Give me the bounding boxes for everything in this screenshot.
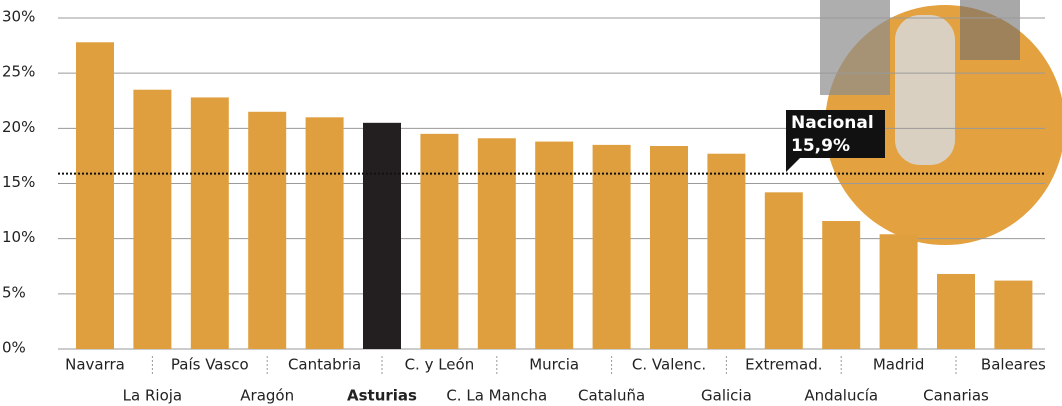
y-tick-label: 0%: [2, 339, 26, 357]
x-tick-label: Aragón: [240, 387, 294, 405]
x-tick-label: Cataluña: [578, 387, 645, 405]
reference-value-label: 15,9%: [791, 136, 850, 156]
bar: [994, 281, 1032, 349]
y-tick-label: 25%: [2, 63, 35, 81]
x-tick-label: Andalucía: [804, 387, 878, 405]
bar: [822, 221, 860, 349]
x-tick-label: País Vasco: [171, 356, 249, 374]
x-tick-label: Murcia: [529, 356, 579, 374]
bar: [707, 154, 745, 349]
y-tick-label: 15%: [2, 173, 35, 191]
x-tick-label: C. Valenc.: [632, 356, 706, 374]
x-tick-label: Madrid: [873, 356, 925, 374]
bar: [420, 134, 458, 349]
bar: [593, 145, 631, 349]
bar: [363, 123, 401, 349]
x-tick-label: Extremad.: [745, 356, 822, 374]
y-tick-label: 10%: [2, 228, 35, 246]
x-tick-label: C. La Mancha: [446, 387, 547, 405]
reference-label: Nacional: [791, 113, 874, 133]
x-tick-label: Canarias: [923, 387, 989, 405]
bar: [306, 117, 344, 349]
x-tick-label: Baleares: [981, 356, 1046, 374]
bar: [133, 90, 171, 349]
bar: [478, 138, 516, 349]
bar: [191, 97, 229, 349]
x-tick-label: La Rioja: [123, 387, 182, 405]
x-tick-label: Navarra: [65, 356, 125, 374]
chart: Nacional 15,9% 0% 5% 10% 15% 20% 25% 30% Navarra…: [0, 0, 1062, 406]
x-tick-label: Asturias: [347, 387, 417, 405]
x-tick-label: C. y León: [405, 356, 475, 374]
bar: [650, 146, 688, 349]
x-tick-label: Galicia: [701, 387, 752, 405]
bar: [937, 274, 975, 349]
y-tick-label: 30%: [2, 8, 35, 26]
bar: [76, 42, 114, 349]
x-tick-label: Cantabria: [288, 356, 361, 374]
y-tick-label: 20%: [2, 118, 35, 136]
bar: [248, 112, 286, 349]
y-tick-label: 5%: [2, 283, 26, 301]
bar: [880, 234, 918, 349]
bar: [765, 192, 803, 349]
